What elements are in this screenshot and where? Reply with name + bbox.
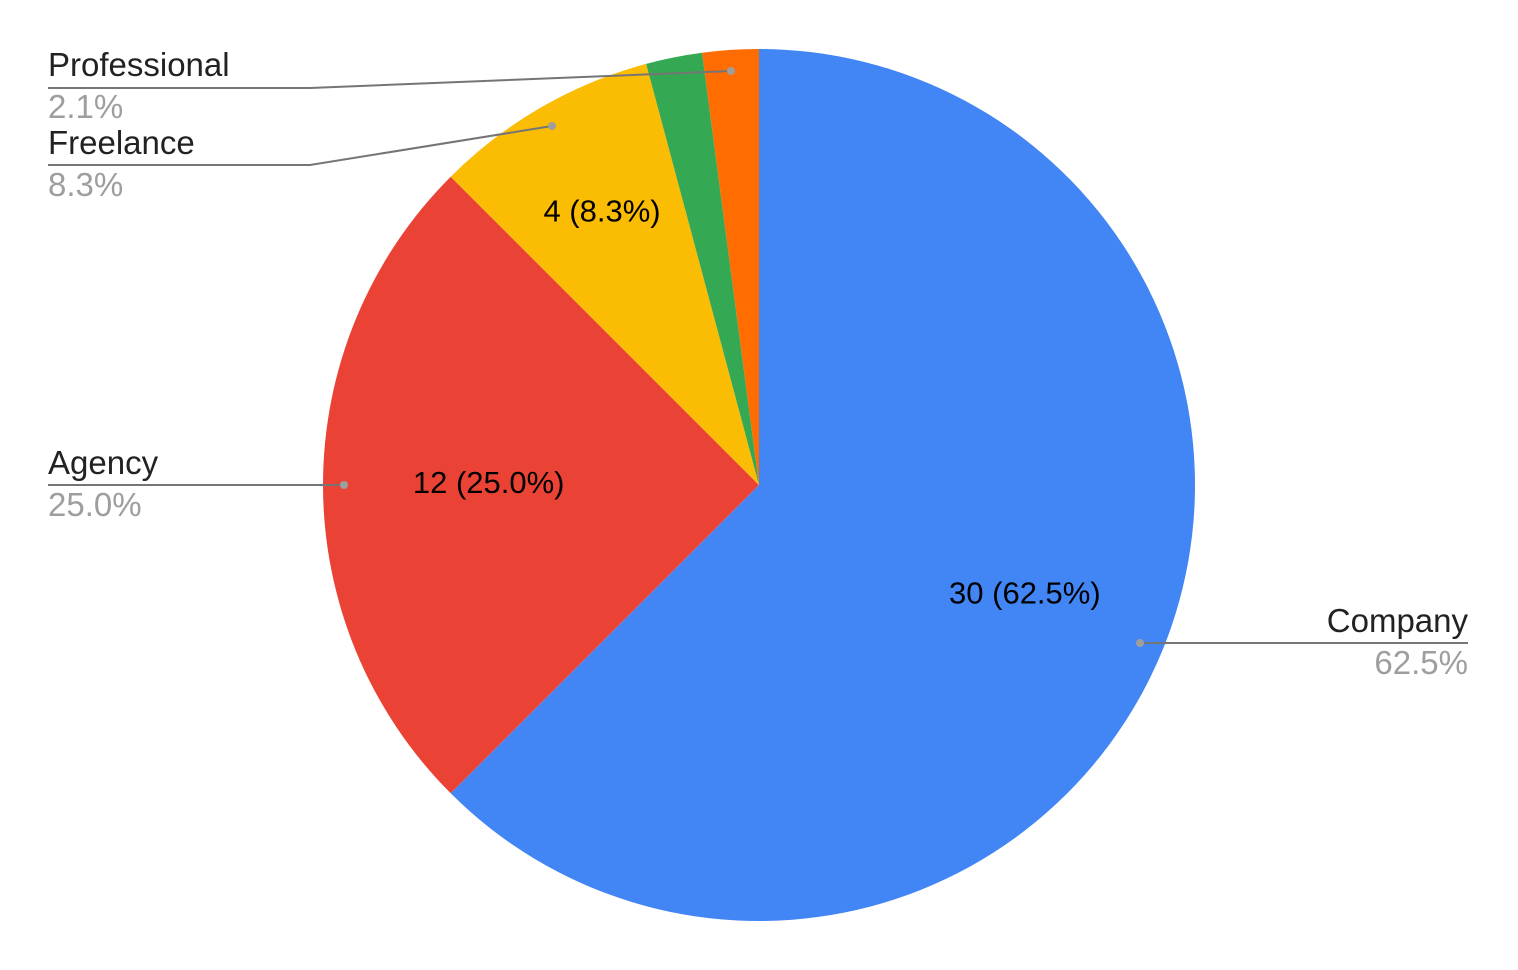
pie-slice-professional (646, 52, 759, 485)
leader-dot-freelance (548, 122, 556, 130)
legend-name-company: Company (1327, 602, 1469, 639)
slice-label-company: 30 (62.5%) (949, 575, 1101, 610)
slice-label-agency: 12 (25.0%) (413, 465, 565, 500)
pie-slice-slice-5 (702, 49, 759, 485)
pie-slice-labels: 30 (62.5%) 12 (25.0%) 4 (8.3%) (413, 193, 1101, 610)
legend-professional: Professional 2.1% (48, 46, 735, 125)
legend-name-freelance: Freelance (48, 124, 195, 161)
leader-dot-company (1136, 639, 1144, 647)
legend-freelance: Freelance 8.3% (48, 122, 556, 203)
leader-dot-professional (727, 67, 735, 75)
pie-slice-company (450, 49, 1195, 921)
legend-percent-agency: 25.0% (48, 486, 142, 523)
legend-percent-freelance: 8.3% (48, 166, 123, 203)
legend-company: Company 62.5% (1136, 602, 1468, 681)
leader-line-freelance (48, 125, 553, 166)
legend-percent-company: 62.5% (1374, 644, 1468, 681)
pie-slice-freelance (450, 63, 759, 486)
legend-agency: Agency 25.0% (48, 444, 348, 523)
legend-name-professional: Professional (48, 46, 230, 83)
slice-label-freelance: 4 (8.3%) (543, 193, 660, 228)
legend-percent-professional: 2.1% (48, 88, 123, 125)
leader-dot-agency (340, 481, 348, 489)
pie-slices (323, 49, 1195, 921)
leader-line-professional (48, 70, 732, 89)
legend-name-agency: Agency (48, 444, 159, 481)
pie-slice-agency (323, 176, 759, 794)
